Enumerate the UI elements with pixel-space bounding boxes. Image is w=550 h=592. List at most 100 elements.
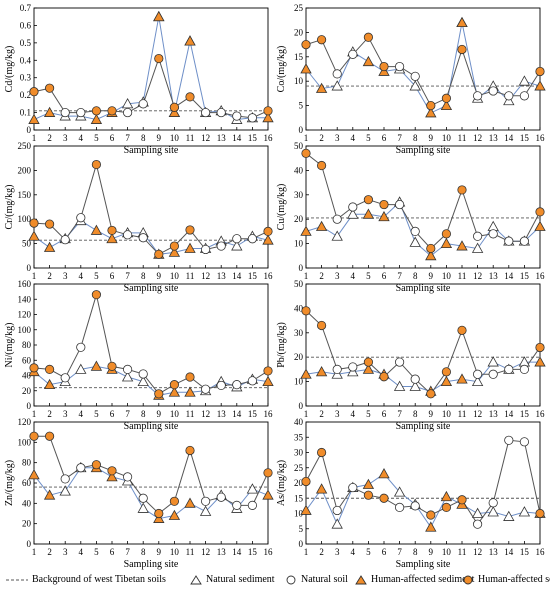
legend-background-label: Background of west Tibetan soils [32, 574, 166, 585]
y-tick-label: 10 [294, 509, 304, 519]
y-tick-label: 20 [22, 386, 32, 396]
y-tick-label: 25 [294, 3, 304, 13]
natural-sediment-marker [347, 208, 359, 219]
y-axis-label: Cd/(mg/kg) [4, 46, 15, 93]
human-soil-marker [316, 320, 327, 331]
x-tick-label: 7 [125, 133, 130, 143]
human-sediment-marker [28, 469, 40, 480]
human-sediment-marker [28, 113, 40, 124]
y-tick-label: 80 [22, 340, 32, 350]
human-sediment-marker [153, 10, 165, 22]
x-tick-label: 9 [429, 133, 434, 143]
y-tick-label: 140 [18, 294, 32, 304]
natural-soil-marker [332, 364, 342, 374]
x-tick-label: 8 [413, 133, 418, 143]
human-sediment-marker [378, 210, 390, 222]
human-soil-marker [169, 496, 179, 506]
x-tick-label: 1 [32, 133, 37, 143]
x-tick-label: 9 [429, 409, 434, 419]
x-tick-label: 14 [232, 271, 242, 281]
x-tick-label: 16 [264, 133, 274, 143]
natural-sediment-marker [121, 371, 134, 382]
human-soil-marker [91, 159, 102, 170]
y-axis-label: Ni/(mg/kg) [4, 323, 15, 368]
natural-sediment-marker [331, 230, 343, 241]
human-soil-marker [169, 241, 179, 251]
legend-natural-sediment: Natural sediment [190, 574, 275, 585]
human-soil-marker [154, 508, 164, 519]
soil-series-line [33, 56, 269, 119]
x-tick-label: 10 [170, 547, 180, 557]
human-sediment-marker [425, 249, 437, 261]
natural-soil-marker [232, 111, 242, 121]
natural-soil-marker [394, 199, 405, 210]
natural-soil-marker [123, 107, 133, 118]
human-sediment-marker [90, 113, 103, 124]
x-tick-label: 2 [319, 133, 324, 143]
human-soil-marker [301, 476, 311, 487]
x-axis-label: Sampling site [396, 559, 451, 570]
sediment-series-line [33, 220, 269, 255]
x-tick-label: 8 [141, 547, 146, 557]
human-sediment-marker [534, 80, 546, 91]
y-tick-label: 35 [294, 432, 304, 442]
y-tick-label: 30 [294, 190, 304, 200]
human-soil-marker [426, 510, 436, 520]
x-tick-label: 3 [63, 271, 68, 281]
x-tick-label: 6 [382, 271, 387, 281]
x-tick-label: 9 [157, 133, 162, 143]
x-tick-label: 5 [94, 133, 99, 143]
x-tick-label: 4 [79, 547, 84, 557]
soil-series-line [33, 294, 269, 395]
human-soil-marker [535, 342, 545, 353]
x-tick-label: 3 [335, 409, 340, 419]
x-tick-label: 3 [63, 547, 68, 557]
human-soil-marker [263, 106, 273, 116]
human-soil-marker [263, 226, 273, 236]
human-sediment-marker [168, 509, 181, 520]
natural-sediment-marker [199, 505, 212, 516]
natural-soil-marker [60, 474, 70, 484]
x-tick-label: 10 [442, 409, 452, 419]
x-tick-label: 7 [397, 409, 402, 419]
human-sediment-marker [534, 220, 546, 231]
natural-sediment-marker [409, 236, 421, 247]
natural-soil-marker [60, 373, 70, 383]
x-tick-label: 9 [429, 271, 434, 281]
x-tick-label: 2 [47, 547, 52, 557]
x-tick-label: 11 [186, 409, 195, 419]
natural-soil-marker [410, 226, 420, 236]
x-tick-label: 4 [351, 547, 356, 557]
natural-soil-marker [123, 230, 133, 240]
soil-series-line [34, 435, 269, 515]
y-tick-label: 120 [18, 417, 32, 427]
natural-soil-marker [410, 501, 420, 511]
natural-soil-marker [216, 241, 226, 251]
human-soil-marker [363, 490, 373, 500]
human-sediment-marker [425, 107, 437, 118]
x-tick-label: 6 [382, 409, 387, 419]
human-sediment-marker [43, 241, 56, 252]
natural-soil-marker [504, 236, 514, 246]
x-tick-label: 11 [458, 133, 467, 143]
x-tick-label: 12 [201, 547, 210, 557]
y-tick-label: 0.2 [20, 90, 31, 100]
human-sediment-marker [362, 208, 375, 219]
y-tick-label: 0.3 [20, 73, 32, 83]
human-soil-marker [379, 493, 389, 503]
x-tick-label: 3 [63, 133, 68, 143]
y-tick-label: 50 [294, 141, 304, 151]
x-tick-label: 1 [304, 133, 309, 143]
human-soil-marker [154, 249, 164, 259]
x-tick-label: 1 [32, 547, 37, 557]
x-tick-label: 15 [520, 547, 530, 557]
natural-soil-marker [348, 482, 358, 493]
y-tick-label: 100 [18, 214, 32, 224]
x-axis-label: Sampling site [124, 283, 179, 294]
soil-series-line [305, 439, 541, 526]
human-sediment-marker [440, 99, 453, 110]
human-soil-marker [169, 102, 179, 112]
x-tick-label: 6 [382, 547, 387, 557]
